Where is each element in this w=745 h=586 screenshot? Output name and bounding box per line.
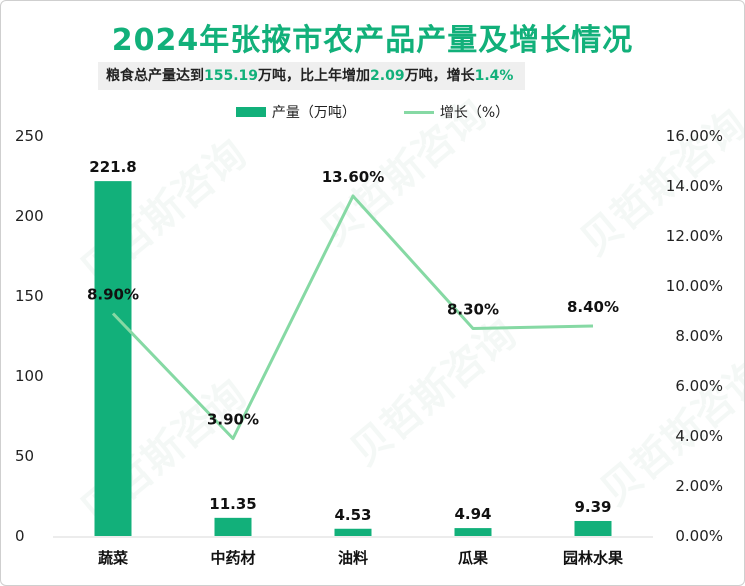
line-value-label: 8.30% bbox=[447, 301, 499, 319]
bar-value-label: 9.39 bbox=[574, 498, 611, 516]
bar-value-label: 4.94 bbox=[454, 505, 491, 523]
legend-item-line: 增长（%） bbox=[403, 102, 510, 122]
y-right-tick-label: 6.00% bbox=[675, 377, 723, 395]
line-value-label: 3.90% bbox=[207, 411, 259, 429]
y-left-tick-label: 200 bbox=[15, 207, 44, 225]
line-value-label: 8.40% bbox=[567, 298, 619, 316]
chart-subtitle: 粮食总产量达到155.19万吨，比上年增加2.09万吨，增长1.4% bbox=[98, 62, 526, 90]
y-left-tick-label: 150 bbox=[15, 287, 44, 305]
y-left-tick-label: 250 bbox=[15, 127, 44, 145]
subtitle-value-2: 2.09 bbox=[370, 68, 405, 84]
subtitle-value-3: 1.4% bbox=[474, 68, 514, 84]
y-right-tick-label: 8.00% bbox=[675, 327, 723, 345]
bar-3 bbox=[334, 528, 372, 536]
bar-5 bbox=[574, 520, 612, 536]
subtitle-text-2: 万吨，比上年增加 bbox=[258, 68, 371, 84]
y-right-tick-label: 12.00% bbox=[666, 227, 723, 245]
subtitle-text-1: 粮食总产量达到 bbox=[106, 68, 204, 84]
x-category-label: 瓜果 bbox=[458, 549, 489, 567]
legend-bar-swatch bbox=[235, 107, 266, 117]
legend-item-bar: 产量（万吨） bbox=[235, 102, 356, 122]
x-category-label: 园林水果 bbox=[563, 549, 624, 567]
line-value-label: 8.90% bbox=[87, 286, 139, 304]
line-value-label: 13.60% bbox=[322, 168, 384, 186]
y-left-tick-label: 0 bbox=[15, 527, 25, 545]
bar-2 bbox=[214, 517, 252, 536]
chart-legend: 产量（万吨） 增长（%） bbox=[1, 102, 744, 122]
legend-line-label: 增长（%） bbox=[439, 105, 510, 121]
y-left-tick-label: 100 bbox=[15, 367, 44, 385]
y-right-tick-label: 4.00% bbox=[675, 427, 723, 445]
x-category-label: 油料 bbox=[338, 549, 368, 567]
x-category-label: 中药材 bbox=[210, 549, 255, 567]
bar-1 bbox=[94, 181, 132, 536]
subtitle-value-1: 155.19 bbox=[204, 68, 259, 84]
y-right-tick-label: 14.00% bbox=[666, 177, 723, 195]
y-right-tick-label: 0.00% bbox=[675, 527, 723, 545]
subtitle-text-3: 万吨，增长 bbox=[404, 68, 475, 84]
y-right-tick-label: 2.00% bbox=[675, 477, 723, 495]
legend-bar-label: 产量（万吨） bbox=[271, 105, 356, 121]
bar-value-label: 221.8 bbox=[89, 158, 136, 176]
growth-line bbox=[111, 194, 594, 440]
x-category-label: 蔬菜 bbox=[98, 549, 128, 567]
y-right-tick-label: 16.00% bbox=[666, 127, 723, 145]
legend-line-swatch bbox=[403, 110, 434, 114]
bar-4 bbox=[454, 528, 492, 536]
chart-title: 2024年张掖市农产品产量及增长情况 bbox=[111, 23, 634, 58]
bar-value-label: 11.35 bbox=[209, 495, 256, 513]
bar-value-label: 4.53 bbox=[334, 506, 371, 524]
y-right-tick-label: 10.00% bbox=[666, 277, 723, 295]
y-left-tick-label: 50 bbox=[15, 447, 34, 465]
